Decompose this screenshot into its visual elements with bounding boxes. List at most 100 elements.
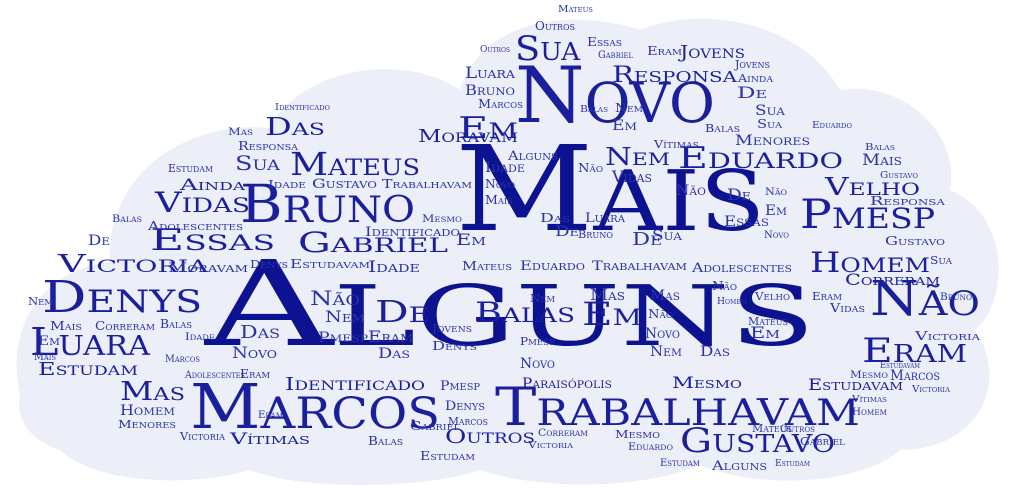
word-sua-large: Sua bbox=[515, 29, 581, 69]
word-velho-mid: Velho bbox=[824, 173, 920, 201]
word-jovens-mid: Jovens bbox=[678, 42, 745, 63]
word-idade-small-2: Idade bbox=[185, 332, 215, 343]
word-mas-small-3: Mas bbox=[650, 288, 680, 304]
word-trabalhavam: Trabalhavam bbox=[495, 378, 860, 438]
word-balas-small-5: Balas bbox=[865, 143, 895, 153]
word-mais-small-3: Mais bbox=[485, 193, 513, 207]
word-sua-small: Sua bbox=[755, 103, 786, 119]
word-mais-mid: Mais bbox=[50, 319, 82, 333]
word-balas-small: Balas bbox=[705, 122, 740, 135]
word-sua-mid: Sua bbox=[235, 151, 281, 175]
word-alguns-small: Alguns bbox=[711, 459, 767, 474]
word-luara-small: Luara bbox=[465, 63, 516, 82]
word-ainda-small: Ainda bbox=[737, 72, 773, 85]
word-de-small-5: De bbox=[727, 185, 751, 204]
word-pmesp-small: Pmesp bbox=[318, 330, 368, 346]
word-responsa-small: Responsa bbox=[870, 194, 945, 208]
word-adolescentes-small: Adolescentes bbox=[147, 219, 243, 233]
word-novo-small-4: Novo bbox=[764, 230, 789, 241]
word-gustavo-small: Gustavo bbox=[312, 177, 377, 192]
word-victoria-large: Victoria bbox=[56, 250, 209, 278]
word-homem-small-3: Homem bbox=[717, 297, 747, 307]
word-das-small-3: Das bbox=[700, 344, 730, 360]
word-vidas-small: Vidas bbox=[829, 301, 865, 315]
word-outros-mid: Outros bbox=[445, 424, 535, 448]
word-pmesp-small-3: Pmesp bbox=[520, 335, 556, 348]
cloud-background bbox=[16, 18, 999, 485]
word-pmesp-large: Pmesp bbox=[800, 192, 935, 238]
word-responsa-small-2: Responsa bbox=[238, 139, 298, 153]
word-de-small-3: De bbox=[555, 224, 579, 240]
word-outros-small-3: Outros bbox=[480, 45, 510, 55]
word-estudam-small-2: Estudam bbox=[420, 449, 475, 463]
word-novo-small-3: Novo bbox=[645, 326, 680, 342]
word-adolescentes-mid: Adolescentes bbox=[691, 261, 792, 276]
word-mesmo-mid: Mesmo bbox=[672, 373, 742, 392]
word-adolescentes-tiny: Adolescentes bbox=[184, 370, 245, 381]
word-paraisopolis-mid: Paraisópolis bbox=[522, 376, 612, 392]
word-nem-small: Nem bbox=[28, 295, 53, 308]
word-eram-large: Eram bbox=[862, 331, 967, 371]
word-alguns: Alguns bbox=[203, 235, 815, 373]
word-estudam-small-3: Estudam bbox=[660, 458, 700, 469]
word-gabriel-small-3: Gabriel bbox=[800, 435, 846, 448]
word-moravam-small: Moravam bbox=[168, 261, 248, 276]
word-bruno-small: Bruno bbox=[465, 83, 515, 99]
word-de-small-2: De bbox=[88, 233, 110, 249]
word-novo-small-5: Novo bbox=[485, 177, 515, 191]
word-mesmo-small-3: Mesmo bbox=[422, 214, 462, 225]
word-nao-small-3: Não bbox=[712, 279, 737, 293]
word-outros-small: Outros bbox=[535, 19, 575, 33]
word-nem-mid: Nem bbox=[605, 143, 670, 171]
word-bruno-small-3: Bruno bbox=[578, 228, 613, 241]
word-em-small-5: Em bbox=[612, 118, 637, 134]
word-vitimas-small: Vítimas bbox=[653, 138, 699, 151]
word-das-small-2: Das bbox=[378, 346, 410, 362]
word-mas-small-2: Mas bbox=[590, 285, 625, 304]
word-mas-mid: Mas bbox=[120, 377, 185, 407]
word-nao-large: Não bbox=[870, 271, 980, 327]
word-nao-small-4: Não bbox=[765, 187, 787, 198]
word-correram-mid: Correram bbox=[845, 270, 940, 289]
word-nem-mid-2: Nem bbox=[325, 307, 365, 326]
word-vidas-small-2: Vidas bbox=[611, 167, 652, 186]
word-bruno: Bruno bbox=[240, 175, 415, 235]
word-sua-small-3: Sua bbox=[652, 228, 683, 244]
word-novo-small: Novo bbox=[232, 343, 277, 362]
word-marcos-small-3: Marcos bbox=[890, 368, 940, 384]
word-nao-small: Não bbox=[578, 161, 603, 175]
word-eram-small-4: Eram bbox=[812, 290, 842, 303]
word-novo-small-2: Novo bbox=[520, 356, 555, 372]
word-jovens-small: Jovens bbox=[734, 58, 770, 71]
word-victoria-small-4: Victoria bbox=[911, 385, 951, 395]
word-eram-mid: Eram bbox=[368, 327, 413, 346]
word-estudam-mid: Estudam bbox=[38, 359, 138, 380]
word-responsa-mid: Responsa bbox=[612, 63, 737, 88]
word-em-small-2: Em bbox=[750, 323, 780, 342]
word-balas-small-6: Balas bbox=[580, 105, 608, 115]
word-essas-small: Essas bbox=[587, 35, 622, 49]
word-mateus-small-2: Mateus bbox=[558, 5, 593, 15]
word-gabriel-small-2: Gabriel bbox=[410, 419, 461, 433]
word-gustavo-small-2: Gustavo bbox=[885, 234, 946, 248]
word-estudavam-small: Estudavam bbox=[290, 257, 370, 271]
word-em-small: Em bbox=[38, 334, 60, 349]
word-sua-small-4: Sua bbox=[757, 117, 782, 131]
word-trabalhavam-small-2: Trabalhavam bbox=[592, 259, 687, 274]
word-marcos-small-4: Marcos bbox=[448, 415, 488, 428]
word-menores-small: Menores bbox=[735, 133, 810, 149]
word-vidas-large: Vidas bbox=[154, 186, 250, 219]
word-de-small-4: De bbox=[632, 229, 662, 250]
word-denys-mid: Denys bbox=[432, 339, 477, 353]
word-mais: Mais bbox=[455, 120, 765, 258]
word-marcos: Marcos bbox=[190, 370, 440, 443]
word-em-large: Em bbox=[458, 111, 518, 146]
word-gustavo-large: Gustavo bbox=[680, 421, 835, 461]
word-jovens-mid-2: Jovens bbox=[431, 322, 472, 335]
word-mais-small-2: Mais bbox=[34, 352, 56, 363]
word-homem-large: Homem bbox=[810, 246, 930, 279]
word-essas-large: Essas bbox=[150, 223, 275, 258]
word-luara-large: Luara bbox=[30, 320, 151, 364]
word-eduardo-small-3: Eduardo bbox=[812, 121, 852, 131]
